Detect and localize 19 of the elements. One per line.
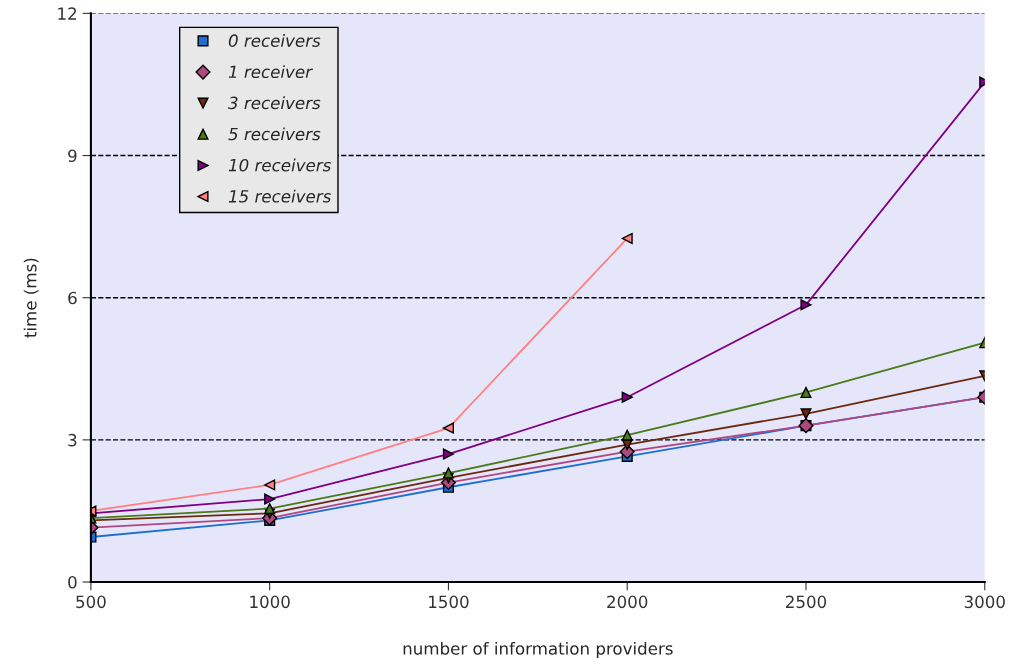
legend-label: 5 receivers [228,127,321,141]
x-tick-label: 1000 [250,595,290,609]
y-axis-title: time (ms) [23,258,39,338]
y-tick-label: 0 [68,575,77,589]
y-tick-label: 12 [58,7,77,20]
y-tick-label: 3 [68,433,77,447]
x-tick-label: 2000 [607,595,648,609]
legend-label: 1 receiver [228,65,313,79]
y-tick-label: 9 [68,149,77,163]
x-tick-label: 3000 [964,595,1005,609]
legend-label: 3 receivers [228,96,321,110]
y-tick-label: 6 [68,291,77,305]
legend-label: 10 receivers [228,158,331,172]
x-tick-label: 1500 [429,595,469,609]
x-tick-label: 2500 [785,595,827,609]
x-tick-label: 500 [76,595,106,609]
x-axis-title: number of information providers [403,641,673,659]
legend-label: 15 receivers [228,189,331,203]
legend-label: 0 receivers [228,34,321,47]
